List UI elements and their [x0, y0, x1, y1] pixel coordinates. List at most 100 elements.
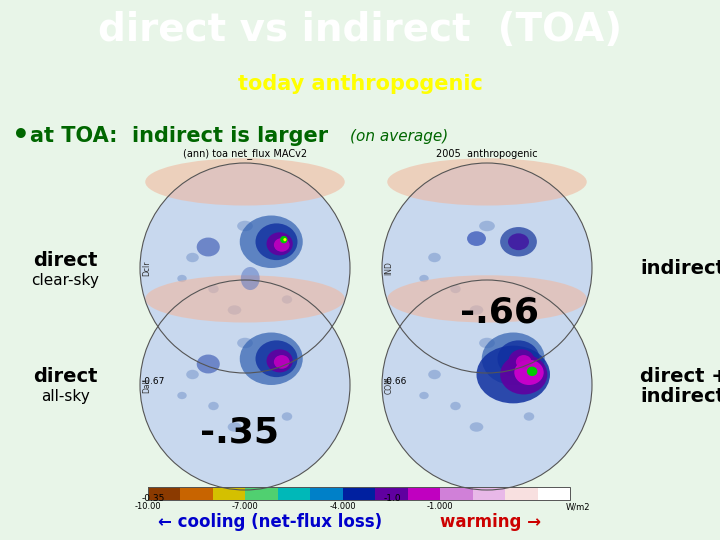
Text: Dclr: Dclr [143, 260, 151, 276]
Ellipse shape [516, 355, 531, 369]
Text: •: • [12, 122, 30, 150]
Circle shape [382, 163, 592, 373]
Bar [440, 487, 472, 500]
Ellipse shape [228, 422, 241, 431]
Text: ← cooling (net-flux loss): ← cooling (net-flux loss) [158, 513, 382, 531]
Text: 2005  anthropogenic: 2005 anthropogenic [436, 149, 538, 159]
Text: direct +: direct + [640, 368, 720, 387]
Bar [375, 487, 408, 500]
Ellipse shape [240, 333, 302, 385]
Text: at TOA:  indirect is larger: at TOA: indirect is larger [30, 126, 328, 146]
Text: Dall: Dall [143, 377, 151, 393]
Ellipse shape [479, 338, 495, 348]
Ellipse shape [237, 338, 253, 348]
Bar [310, 487, 343, 500]
Ellipse shape [500, 227, 537, 256]
Ellipse shape [428, 370, 441, 379]
Text: -.35: -.35 [200, 415, 279, 449]
Ellipse shape [479, 221, 495, 231]
Text: -0.66: -0.66 [384, 377, 408, 386]
Ellipse shape [208, 285, 219, 293]
Ellipse shape [500, 355, 547, 394]
Ellipse shape [419, 275, 428, 282]
Ellipse shape [450, 285, 461, 293]
Text: IND: IND [384, 261, 394, 275]
Text: -0.35: -0.35 [142, 494, 166, 503]
Text: (ann) toa net_flux MACv2: (ann) toa net_flux MACv2 [183, 148, 307, 159]
Ellipse shape [523, 295, 534, 303]
Text: COM: COM [384, 376, 394, 394]
Bar [181, 487, 213, 500]
Ellipse shape [482, 333, 545, 385]
Ellipse shape [467, 231, 486, 246]
Ellipse shape [186, 253, 199, 262]
Bar [505, 487, 538, 500]
Bar [148, 487, 570, 500]
Ellipse shape [208, 402, 219, 410]
Text: direct vs indirect  (TOA): direct vs indirect (TOA) [98, 11, 622, 49]
Text: -1.000: -1.000 [427, 502, 454, 511]
Text: -0.67: -0.67 [142, 377, 166, 386]
Bar [148, 487, 181, 500]
Text: -1.0: -1.0 [384, 494, 402, 503]
Ellipse shape [469, 305, 483, 315]
Text: -10.00: -10.00 [135, 502, 161, 511]
Text: direct: direct [32, 251, 97, 269]
Ellipse shape [256, 224, 297, 260]
Ellipse shape [274, 355, 289, 369]
Circle shape [382, 280, 592, 490]
Circle shape [140, 163, 350, 373]
Ellipse shape [282, 413, 292, 421]
Ellipse shape [228, 305, 241, 315]
Text: all-sky: all-sky [40, 389, 89, 404]
Text: clear-sky: clear-sky [31, 273, 99, 287]
Ellipse shape [145, 158, 345, 206]
Text: -.66: -.66 [459, 295, 539, 329]
Ellipse shape [477, 346, 550, 403]
Ellipse shape [419, 392, 428, 399]
Ellipse shape [282, 295, 292, 303]
Text: indirect: indirect [640, 259, 720, 278]
Ellipse shape [387, 275, 587, 322]
Circle shape [140, 280, 350, 490]
Ellipse shape [145, 275, 345, 322]
Ellipse shape [428, 253, 441, 262]
Ellipse shape [284, 238, 287, 241]
Text: direct: direct [32, 368, 97, 387]
Bar [213, 487, 246, 500]
Text: (on average): (on average) [350, 129, 449, 144]
Bar [343, 487, 375, 500]
Bar [278, 487, 310, 500]
Ellipse shape [508, 349, 535, 373]
Ellipse shape [498, 340, 539, 377]
Text: -4.000: -4.000 [330, 502, 356, 511]
Ellipse shape [527, 367, 537, 376]
Text: today anthropogenic: today anthropogenic [238, 74, 482, 94]
Ellipse shape [266, 232, 293, 255]
Bar [472, 487, 505, 500]
Ellipse shape [197, 355, 220, 374]
Ellipse shape [237, 221, 253, 231]
Ellipse shape [523, 413, 534, 421]
Bar [538, 487, 570, 500]
Ellipse shape [280, 236, 287, 244]
Ellipse shape [450, 402, 461, 410]
Text: W/m2: W/m2 [566, 502, 590, 511]
Ellipse shape [197, 238, 220, 256]
Text: -7.000: -7.000 [232, 502, 258, 511]
Bar [408, 487, 440, 500]
Ellipse shape [387, 158, 587, 206]
Ellipse shape [508, 233, 529, 250]
Text: warming →: warming → [439, 513, 541, 531]
Ellipse shape [274, 238, 289, 252]
Ellipse shape [240, 267, 260, 290]
Ellipse shape [177, 275, 186, 282]
Ellipse shape [266, 349, 293, 373]
Text: indirect: indirect [640, 388, 720, 407]
Bar [246, 487, 278, 500]
Ellipse shape [514, 360, 544, 385]
Ellipse shape [256, 340, 297, 377]
Ellipse shape [469, 422, 483, 431]
Ellipse shape [240, 215, 302, 268]
Ellipse shape [186, 370, 199, 379]
